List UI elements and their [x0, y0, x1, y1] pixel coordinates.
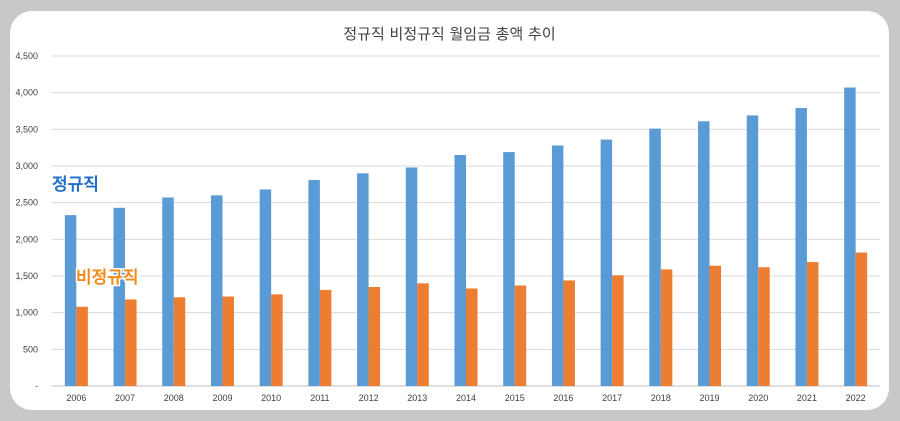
x-tick-label: 2021: [797, 393, 817, 403]
bar-irregular: [758, 267, 770, 386]
bar-irregular: [125, 299, 137, 386]
x-tick-label: 2014: [456, 393, 476, 403]
x-tick-label: 2018: [651, 393, 671, 403]
y-tick-label: -: [35, 381, 38, 391]
bar-irregular: [222, 296, 234, 386]
bar-regular: [698, 121, 710, 387]
bar-regular: [844, 87, 856, 387]
bar-irregular: [855, 252, 868, 386]
bar-regular: [503, 152, 515, 386]
y-tick-label: 3,500: [15, 124, 38, 134]
bar-regular: [308, 179, 320, 386]
bar-regular: [454, 155, 466, 386]
x-tick-label: 2010: [261, 393, 281, 403]
chart-title: 정규직 비정규직 월임금 총액 추이: [343, 25, 556, 43]
y-tick-label: 2,000: [15, 234, 38, 244]
bar-irregular: [271, 294, 283, 386]
bar-irregular: [612, 275, 624, 386]
series-label-irregular: 비정규직: [76, 268, 139, 288]
x-tick-label: 2022: [846, 393, 866, 403]
bar-irregular: [173, 297, 186, 386]
y-tick-label: 1,500: [15, 271, 38, 281]
x-tick-label: 2019: [700, 393, 720, 403]
x-tick-label: 2009: [212, 393, 232, 403]
x-tick-label: 2015: [505, 393, 525, 403]
y-tick-label: 1,000: [15, 308, 38, 318]
bar-regular: [795, 108, 807, 387]
bar-regular: [551, 145, 564, 386]
x-tick-label: 2016: [553, 393, 573, 403]
y-tick-label: 4,000: [15, 88, 38, 98]
bar-regular: [746, 115, 759, 387]
x-tick-label: 2008: [164, 393, 184, 403]
x-tick-label: 2007: [115, 393, 135, 403]
bars: [64, 87, 868, 387]
y-tick-label: 3,000: [15, 161, 38, 171]
x-tick-label: 2017: [602, 393, 622, 403]
bar-irregular: [514, 285, 527, 386]
chart-area: - 500 1,000 1,500 2,000 2,500 3,000 3,500 4,000 4…: [15, 51, 880, 403]
x-tick-label: 2012: [359, 393, 379, 403]
bar-irregular: [466, 288, 478, 386]
bar-regular: [649, 128, 661, 386]
bar-regular: [357, 173, 369, 386]
bar-irregular: [76, 306, 88, 386]
y-axis: - 500 1,000 1,500 2,000 2,500 3,000 3,500 4,000 4…: [15, 51, 38, 391]
bar-regular: [162, 197, 174, 386]
bar-irregular: [806, 262, 819, 386]
bar-irregular: [660, 269, 673, 386]
bar-irregular: [368, 287, 381, 386]
y-tick-label: 4,500: [15, 51, 38, 61]
y-tick-label: 2,500: [15, 198, 38, 208]
bar-regular: [600, 139, 613, 386]
chart-frame: 정규직 비정규직 월임금 총액 추이 - 500 1,000 1,500 2,000 2,…: [10, 11, 889, 410]
bar-regular: [405, 167, 418, 386]
bar-irregular: [709, 265, 722, 386]
series-label-regular: 정규직: [52, 175, 99, 195]
x-tick-label: 2011: [310, 393, 329, 403]
x-tick-label: 2020: [748, 393, 768, 403]
x-axis: 2006 2007 2008 2009 2010 2011 2012 2013 2014 2015…: [66, 393, 865, 403]
bar-regular: [259, 189, 272, 386]
bar-irregular: [319, 289, 332, 386]
bar-regular: [64, 215, 77, 386]
bar-irregular: [563, 280, 575, 386]
x-tick-label: 2013: [407, 393, 427, 403]
y-tick-label: 500: [23, 344, 38, 354]
bar-irregular: [417, 283, 429, 386]
x-tick-label: 2006: [66, 393, 86, 403]
bar-regular: [210, 195, 223, 386]
bar-regular: [113, 207, 126, 386]
